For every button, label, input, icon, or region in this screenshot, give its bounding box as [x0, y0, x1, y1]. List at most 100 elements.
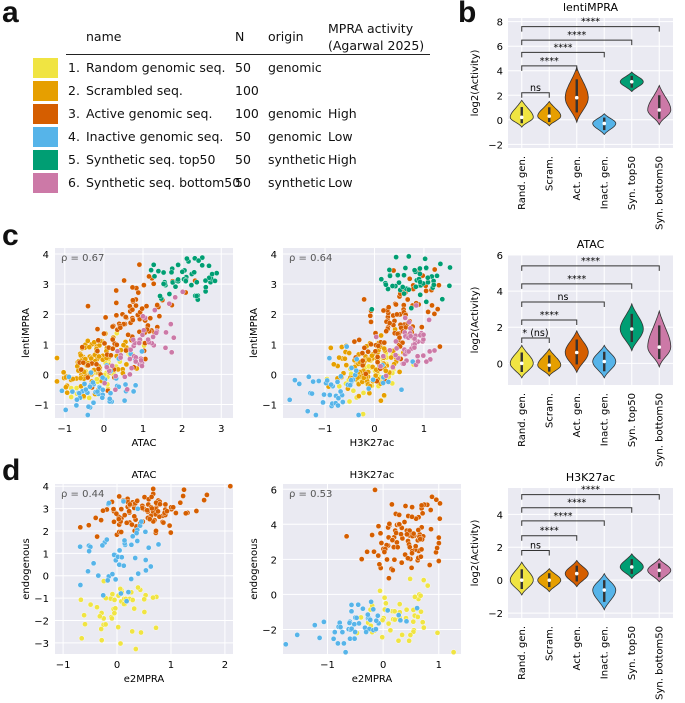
scatter-point: [348, 608, 355, 615]
x-tick-label: 1: [140, 424, 146, 435]
scatter-point: [109, 615, 115, 622]
scatter-point: [148, 494, 155, 500]
scatter-point: [163, 329, 169, 336]
significance-bracket: [521, 39, 633, 46]
scatter-point: [339, 629, 346, 635]
scatter-point: [139, 348, 145, 355]
scatter-point: [114, 348, 121, 355]
table-header-n: N: [235, 29, 245, 44]
scatter-point: [348, 602, 355, 608]
scatter-point: [389, 537, 396, 543]
scatter-point: [109, 336, 116, 343]
scatter-point: [326, 355, 333, 361]
scatter-point: [87, 383, 93, 390]
scatter-point: [156, 313, 163, 320]
scatter-point: [371, 548, 377, 555]
scatter-point: [385, 304, 392, 311]
panel-label-a: a: [2, 0, 19, 29]
y-tick-label: 0: [43, 572, 49, 583]
scatter-point: [94, 348, 101, 354]
violin-median: [519, 115, 524, 120]
scatter-point: [160, 269, 167, 276]
scatter-point: [160, 281, 167, 287]
y-tick-label: −1: [34, 400, 49, 411]
scatter-point: [80, 359, 87, 366]
scatter-point: [139, 305, 145, 312]
scatter-point: [202, 284, 209, 291]
scatter-point: [423, 288, 429, 294]
scatter-point: [117, 586, 124, 592]
scatter-point: [346, 620, 353, 626]
significance-label: ****: [540, 526, 559, 537]
scatter-point: [388, 354, 395, 361]
table-header-mpra-line1: MPRA activity: [328, 21, 414, 36]
scatter-point: [63, 384, 69, 391]
scatter-point: [396, 521, 403, 528]
scatter-point: [172, 294, 178, 301]
scatter-point: [389, 283, 396, 289]
sequence-set-table: name N origin MPRA activity (Agarwal 202…: [30, 20, 430, 193]
row-origin: genomic: [268, 106, 322, 121]
scatter-point: [423, 298, 430, 305]
scatter-point: [129, 306, 136, 313]
y-tick-label: 3: [43, 280, 49, 291]
scatter-point: [282, 641, 289, 648]
scatter-point: [129, 628, 135, 635]
y-tick-label: −2: [34, 616, 49, 627]
scatter-point: [426, 348, 433, 355]
scatter-point: [95, 337, 102, 344]
scatter-point: [79, 344, 86, 350]
scatter-point: [367, 312, 374, 319]
scatter-point: [423, 358, 430, 365]
scatter-point: [368, 341, 374, 348]
scatter-point: [68, 394, 74, 400]
y-tick-label: 0: [271, 370, 277, 381]
scatter-point: [162, 344, 169, 351]
scatter-point: [227, 483, 234, 490]
scatter-point: [182, 510, 189, 517]
scatter-point: [142, 557, 149, 563]
significance-label: ****: [581, 17, 600, 28]
scatter-point: [54, 355, 60, 361]
correlation-annotation: ρ = 0.53: [289, 489, 332, 500]
scatter-point: [304, 408, 311, 415]
scatter-point: [111, 597, 118, 603]
scatter-point: [364, 549, 370, 555]
scatter-point: [104, 577, 111, 584]
scatter-point: [401, 290, 407, 297]
scatter-point: [363, 629, 369, 635]
scatter-point: [358, 556, 365, 562]
scatter-point: [120, 498, 127, 505]
scatter-point: [429, 493, 435, 500]
scatter-point: [126, 508, 132, 515]
correlation-annotation: ρ = 0.64: [289, 253, 332, 264]
scatter-point: [164, 508, 170, 515]
scatter-point: [118, 529, 124, 535]
scatter-point: [423, 264, 430, 271]
scatter-point: [212, 278, 218, 284]
scatter-point: [86, 522, 92, 529]
scatter-point: [117, 324, 124, 331]
scatter-point: [409, 514, 415, 520]
scatter-point: [403, 606, 410, 613]
violin-chart-b-0: −2 0 2 4 6 8 lentiMPRA log2(Activity) Rand. gen.…: [470, 1, 673, 230]
scatter-point: [123, 520, 130, 526]
scatter-point: [419, 619, 426, 626]
scatter-point: [112, 386, 119, 393]
scatter-point: [115, 624, 121, 630]
chart-title: ATAC: [577, 238, 605, 251]
violin-median: [519, 578, 524, 582]
legend-swatch: [33, 104, 58, 124]
scatter-point: [405, 348, 412, 355]
scatter-point: [374, 354, 381, 360]
y-tick-label: 2: [271, 555, 277, 566]
scatter-point: [99, 374, 106, 381]
x-tick-label: Rand. gen.: [517, 156, 528, 210]
scatter-point: [429, 302, 435, 309]
scatter-point: [437, 343, 443, 350]
scatter-point: [142, 529, 149, 535]
scatter-point: [364, 611, 371, 618]
table-row: 5. Synthetic seq. top50 50 synthetic High: [30, 149, 430, 172]
scatter-point: [389, 567, 396, 573]
scatter-point: [99, 542, 106, 549]
